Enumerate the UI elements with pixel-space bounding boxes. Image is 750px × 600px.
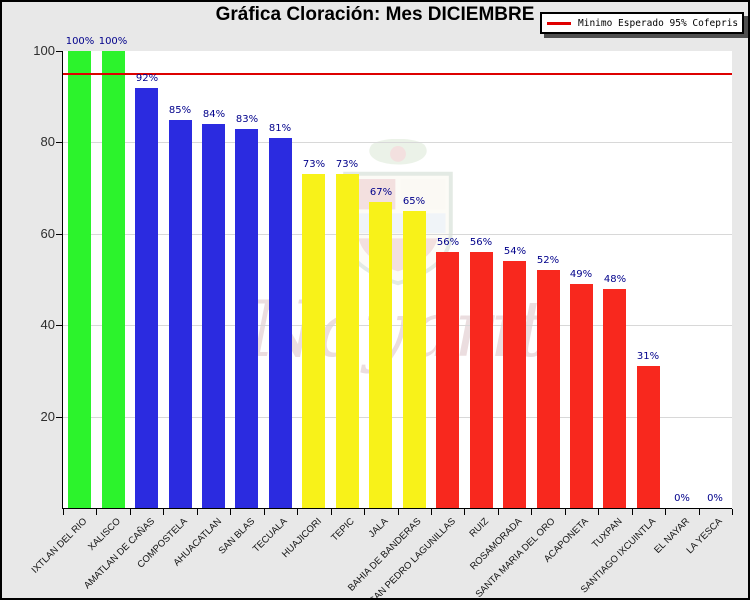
x-label-jala: JALA (366, 516, 391, 540)
bar-value-label: 48% (603, 274, 627, 285)
bar-amatlan-de-cañas (135, 88, 158, 508)
bar-value-label: 100% (98, 36, 128, 47)
bar-value-label: 84% (202, 109, 226, 120)
x-tick-3 (163, 509, 164, 515)
x-label-ixtlan-del-rio: IXTLAN DEL RIO (29, 516, 90, 576)
bar-tepic (336, 174, 359, 508)
x-tick-16 (598, 509, 599, 515)
x-label-ruiz: RUIZ (467, 516, 491, 540)
x-tick-18 (665, 509, 666, 515)
bar-san-pedro-lagunillas (436, 252, 459, 508)
y-tick-40 (56, 325, 63, 326)
y-tick-label-100: 100 (33, 43, 55, 58)
threshold-line-95 (63, 73, 732, 75)
x-tick-6 (264, 509, 265, 515)
x-label-tepic: TEPIC (329, 516, 357, 544)
bar-value-label: 83% (235, 114, 259, 125)
bar-value-label: 65% (402, 196, 426, 207)
bar-huajicori (302, 174, 325, 508)
x-tick-17 (632, 509, 633, 515)
bar-acaponeta (570, 284, 593, 508)
x-tick-19 (699, 509, 700, 515)
bar-rosamorada (503, 261, 526, 508)
y-tick-label-40: 40 (40, 317, 55, 332)
y-tick-label-80: 80 (40, 134, 55, 149)
x-tick-12 (464, 509, 465, 515)
y-tick-60 (56, 234, 63, 235)
x-tick-0 (63, 509, 64, 515)
bar-value-label: 52% (536, 255, 560, 266)
bar-bahia-de-banderas (403, 211, 426, 508)
gridline-80 (63, 142, 732, 143)
plot-area: Nayarit 20 40 60 80 100 100% IXTLAN DEL RIO 100… (30, 36, 733, 598)
bar-value-label: 56% (469, 237, 493, 248)
y-tick-100 (56, 51, 63, 52)
bar-tecuala (269, 138, 292, 508)
x-tick-2 (130, 509, 131, 515)
y-tick-label-60: 60 (40, 226, 55, 241)
bar-jala (369, 202, 392, 508)
bar-value-label: 100% (65, 36, 95, 47)
y-tick-80 (56, 142, 63, 143)
bar-ixtlan-del-rio (68, 51, 91, 508)
bar-ahuacatlan (202, 124, 225, 508)
bar-xalisco (102, 51, 125, 508)
x-tick-10 (398, 509, 399, 515)
bar-ruiz (470, 252, 493, 508)
x-tick-20 (732, 509, 733, 515)
bar-value-label: 73% (335, 159, 359, 170)
x-tick-4 (197, 509, 198, 515)
x-tick-1 (96, 509, 97, 515)
x-tick-8 (331, 509, 332, 515)
bar-value-label: 67% (369, 187, 393, 198)
x-tick-7 (297, 509, 298, 515)
bar-value-label: 81% (268, 123, 292, 134)
gridline-40 (63, 325, 732, 326)
bar-san-blas (235, 129, 258, 508)
x-tick-9 (364, 509, 365, 515)
bar-santa-maria-del-oro (537, 270, 560, 508)
chart-title: Gráfica Cloración: Mes DICIEMBRE (215, 4, 535, 25)
bar-tuxpan (603, 289, 626, 508)
bar-santiago-ixcuintla (637, 366, 660, 508)
bar-compostela (169, 120, 192, 508)
bar-value-label: 0% (674, 493, 690, 504)
bar-value-label: 85% (168, 105, 192, 116)
legend: Minimo Esperado 95% Cofepris (540, 12, 744, 34)
bar-value-label: 31% (636, 351, 660, 362)
threshold-line-icon (547, 21, 571, 25)
bar-value-label: 56% (436, 237, 460, 248)
x-tick-13 (498, 509, 499, 515)
bar-value-label: 0% (707, 493, 723, 504)
legend-label: Minimo Esperado 95% Cofepris (578, 17, 739, 29)
gridline-60 (63, 234, 732, 235)
gridline-20 (63, 417, 732, 418)
y-tick-20 (56, 417, 63, 418)
x-tick-5 (230, 509, 231, 515)
x-tick-11 (431, 509, 432, 515)
bar-value-label: 73% (302, 159, 326, 170)
x-tick-15 (565, 509, 566, 515)
bar-value-label: 49% (569, 269, 593, 280)
y-tick-label-20: 20 (40, 409, 55, 424)
bar-value-label: 92% (135, 73, 159, 84)
bar-value-label: 54% (503, 246, 527, 257)
x-tick-14 (531, 509, 532, 515)
